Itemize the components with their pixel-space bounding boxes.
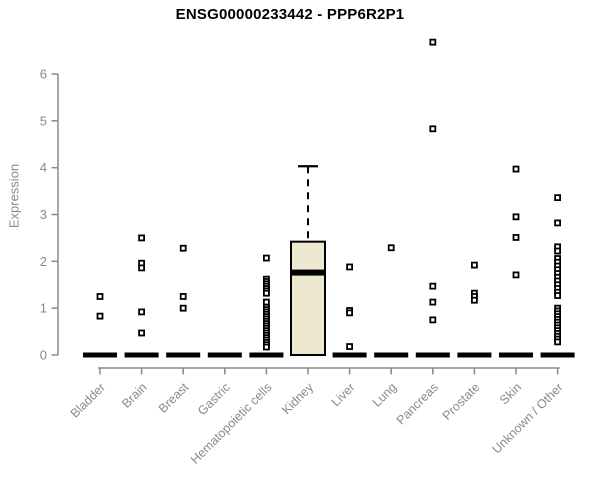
- zero-bar: [332, 352, 367, 358]
- outlier-point: [262, 254, 270, 262]
- outlier-point: [96, 312, 104, 320]
- outlier-point: [429, 298, 437, 306]
- outlier-point: [179, 293, 187, 300]
- box: [290, 240, 326, 356]
- outlier-point: [179, 244, 187, 252]
- y-axis-tick-label: 5: [40, 113, 47, 128]
- zero-bar: [83, 352, 117, 358]
- zero-bar: [499, 352, 533, 358]
- outlier-point: [429, 316, 437, 324]
- outlier-point: [346, 343, 354, 350]
- outlier-point: [512, 165, 520, 173]
- zero-bar: [249, 352, 284, 358]
- y-axis-tick-label: 2: [40, 254, 47, 269]
- x-axis-label: Lung: [370, 380, 400, 410]
- y-axis-tick-label: 0: [40, 348, 47, 363]
- chart-title: ENSG00000233442 - PPP6R2P1: [175, 6, 405, 23]
- zero-bar: [540, 352, 575, 358]
- outlier-point: [429, 38, 437, 46]
- zero-bar: [374, 352, 409, 358]
- outlier-point: [512, 213, 520, 221]
- outlier-point: [346, 263, 354, 271]
- outlier-point: [138, 264, 146, 272]
- x-axis-label: Gastric: [195, 380, 233, 418]
- zero-bar: [415, 352, 450, 358]
- outlier-point: [429, 282, 437, 290]
- outlier-point: [554, 338, 561, 346]
- outlier-point: [512, 271, 520, 279]
- outlier-point: [138, 308, 146, 316]
- outlier-point: [554, 219, 561, 227]
- x-axis-label: Bladder: [68, 380, 108, 420]
- x-axis-label: Prostate: [440, 380, 483, 423]
- outlier-point: [262, 343, 270, 351]
- outlier-point: [429, 125, 437, 133]
- x-axis-label: Breast: [156, 380, 192, 416]
- outlier-point: [138, 234, 146, 242]
- outlier-point: [554, 292, 561, 299]
- outlier-point: [96, 293, 104, 300]
- zero-bar: [124, 352, 159, 358]
- outlier-point: [387, 244, 395, 252]
- outlier-point: [262, 298, 270, 306]
- x-axis-label: Hematopoietic cells: [188, 380, 275, 467]
- zero-bar: [207, 352, 242, 358]
- y-axis-tick-label: 1: [40, 301, 47, 316]
- outlier-point: [470, 296, 478, 304]
- outlier-point: [554, 194, 561, 202]
- x-axis-label: Liver: [329, 380, 358, 409]
- x-axis-label: Kidney: [279, 380, 316, 417]
- median-line: [291, 269, 325, 276]
- outlier-point: [179, 304, 187, 312]
- x-axis-label: Skin: [497, 380, 524, 407]
- y-axis-tick-label: 4: [40, 160, 47, 175]
- x-axis-label: Pancreas: [394, 380, 441, 427]
- outlier-point: [262, 289, 270, 297]
- x-axis-label: Unknown / Other: [489, 380, 565, 456]
- outlier-point: [138, 329, 146, 337]
- outlier-point: [554, 247, 561, 255]
- outlier-point: [470, 261, 478, 269]
- outlier-point: [346, 309, 354, 317]
- outlier-point: [512, 234, 520, 241]
- y-axis-tick-label: 6: [40, 67, 47, 82]
- x-axis-label: Brain: [119, 380, 150, 411]
- zero-bar: [457, 352, 492, 358]
- y-axis-tick-label: 3: [40, 207, 47, 222]
- zero-bar: [166, 352, 201, 358]
